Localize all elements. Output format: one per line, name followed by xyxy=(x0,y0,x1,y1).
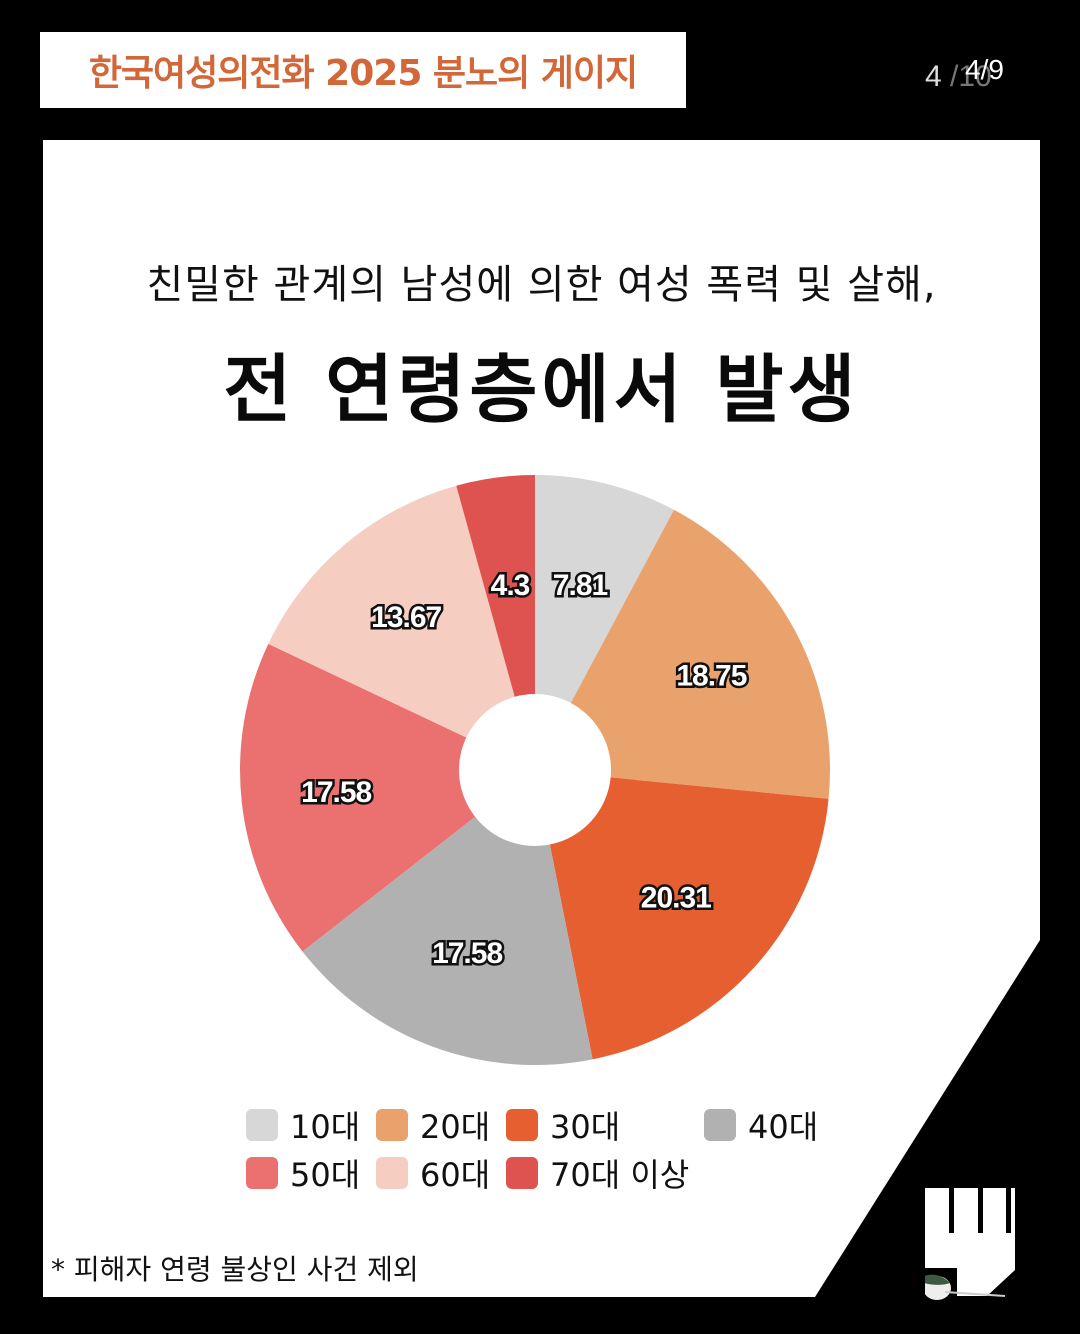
legend-label: 50대 xyxy=(290,1156,361,1194)
legend-label: 30대 xyxy=(550,1108,621,1146)
page-indicator: 4 /10 4/9 xyxy=(925,52,1035,102)
legend-swatch xyxy=(246,1157,278,1189)
legend-label: 10대 xyxy=(290,1108,361,1146)
legend-item: 50대 xyxy=(246,1151,360,1195)
donut-slice-60대 xyxy=(268,485,515,738)
data-label: 17.58 xyxy=(432,937,502,970)
legend-label: 40대 xyxy=(748,1108,819,1146)
infographic-card: 친밀한 관계의 남성에 의한 여성 폭력 및 살해, 전 연령층에서 발생 7.… xyxy=(43,140,1040,1297)
legend-item: 30대 xyxy=(506,1103,620,1147)
legend-swatch xyxy=(246,1109,278,1141)
legend-swatch xyxy=(376,1157,408,1189)
donut-chart: 7.81 18.75 20.31 17.58 17.58 13.67 4.3 xyxy=(239,475,831,1065)
legend-swatch xyxy=(376,1109,408,1141)
data-label: 4.3 xyxy=(491,569,530,602)
data-label: 13.67 xyxy=(371,601,441,634)
donut-slice-40대 xyxy=(302,816,593,1065)
legend-item: 10대 xyxy=(246,1103,360,1147)
legend-item: 70대 이상 xyxy=(506,1151,689,1195)
legend-swatch xyxy=(506,1109,538,1141)
legend-item: 60대 xyxy=(376,1151,490,1195)
donut-slice-50대 xyxy=(239,643,476,952)
header-title: 한국여성의전화 2025 분노의 게이지 xyxy=(88,53,638,94)
legend-label: 20대 xyxy=(420,1108,491,1146)
data-label: 17.58 xyxy=(301,776,371,809)
chart-title: 전 연령층에서 발생 xyxy=(223,347,860,433)
footnote: * 피해자 연령 불상인 사건 제외 xyxy=(51,1253,419,1286)
donut-slice-10대 xyxy=(535,475,675,703)
data-label: 7.81 xyxy=(553,569,608,602)
legend-item: 20대 xyxy=(376,1103,490,1147)
donut-slice-20대 xyxy=(570,509,831,799)
legend-swatch xyxy=(506,1157,538,1189)
donut-slice-30대 xyxy=(549,777,829,1060)
chart-subtitle: 친밀한 관계의 남성에 의한 여성 폭력 및 살해, xyxy=(146,262,937,308)
legend-label: 60대 xyxy=(420,1156,491,1194)
page-indicator-ghost: 4 /10 xyxy=(925,60,992,93)
legend-label: 70대 이상 xyxy=(550,1156,690,1194)
page-indicator-current: 4/9 xyxy=(965,54,1004,85)
legend-swatch xyxy=(704,1109,736,1141)
fist-logo-icon xyxy=(925,1188,1015,1300)
flower-icon xyxy=(925,1274,1006,1300)
legend-item: 40대 xyxy=(704,1103,818,1147)
header-label: 한국여성의전화 2025 분노의 게이지 xyxy=(40,32,686,108)
data-label: 20.31 xyxy=(641,882,711,915)
donut-slice-70대 이상 xyxy=(456,475,535,697)
data-label: 18.75 xyxy=(676,660,746,693)
